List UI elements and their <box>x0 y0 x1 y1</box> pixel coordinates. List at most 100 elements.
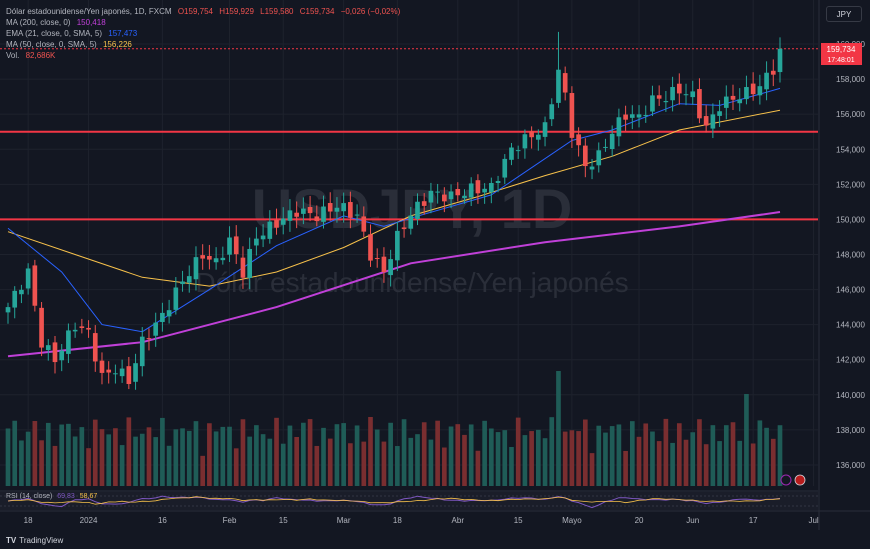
candle-body <box>39 307 44 348</box>
volume-bar <box>683 439 689 486</box>
volume-bar <box>86 448 91 486</box>
indicator-label: EMA (21, close, 0, SMA, 5) <box>6 29 103 38</box>
volume-bar <box>730 422 736 486</box>
us-flag-icon[interactable] <box>794 474 806 486</box>
volume-bar <box>12 420 18 486</box>
volume-bar <box>113 428 118 486</box>
rsi-legend[interactable]: RSI (14, close) 69,83 58,67 <box>6 493 97 500</box>
volume-bar <box>294 436 299 486</box>
y-tick-label: 146,000 <box>836 286 865 295</box>
volume-bar <box>603 432 608 486</box>
currency-button[interactable]: JPY <box>826 6 862 22</box>
candle-body <box>515 150 521 152</box>
volume-bar <box>207 423 212 486</box>
watermark-name: Dólar estadounidense/Yen japonés <box>195 267 628 298</box>
volume-bar <box>757 420 763 486</box>
indicator-ma200[interactable]: MA (200, close, 0) 150,418 <box>6 17 400 28</box>
circle-icon[interactable] <box>780 474 792 486</box>
volume-bar <box>92 419 98 486</box>
candle-body <box>582 145 588 167</box>
x-tick-label: 15 <box>514 516 523 525</box>
volume-bar <box>656 441 662 486</box>
volume-bar <box>133 436 138 486</box>
volume-bar <box>623 450 628 486</box>
candle-body <box>616 117 622 137</box>
volume-bar <box>542 438 548 486</box>
candlesticks[interactable] <box>5 31 783 390</box>
candle-body <box>72 329 78 332</box>
volume-bar <box>361 441 367 486</box>
candle-body <box>146 338 152 340</box>
candle-body <box>274 220 279 228</box>
candle-body <box>482 188 487 193</box>
indicator-ma50[interactable]: MA (50, close, 0, SMA, 5) 156,226 <box>6 39 400 50</box>
volume-bar <box>19 440 24 486</box>
candle-body <box>368 234 373 261</box>
candle-body <box>126 366 132 385</box>
x-tick-label: 18 <box>393 516 402 525</box>
volume-bar <box>52 445 58 486</box>
candle-body <box>744 87 749 100</box>
brand[interactable]: TV TradingView <box>6 536 63 545</box>
candle-body <box>475 180 481 194</box>
x-tick-label: Jun <box>686 516 699 525</box>
candle-body <box>227 237 232 255</box>
candle-body <box>133 363 138 382</box>
volume-bar <box>307 419 313 486</box>
candle-body <box>19 289 24 295</box>
indicator-ema21[interactable]: EMA (21, close, 0, SMA, 5) 157,473 <box>6 28 400 39</box>
volume-bar <box>153 437 159 486</box>
candle-body <box>462 195 467 199</box>
candle-body <box>12 290 18 308</box>
candle-body <box>314 216 320 222</box>
volume-bar <box>509 446 514 486</box>
volume-bars <box>5 371 783 486</box>
time-axis[interactable]: 18 2024 16 Feb 15 Mar 18 Abr 15 Mayo 20 Jun 17 Jul <box>0 510 870 525</box>
ema21-line <box>7 87 781 333</box>
y-tick-label: 148,000 <box>836 250 865 259</box>
volume-bar <box>72 436 78 486</box>
candle-body <box>489 183 494 193</box>
volume-bar <box>522 435 528 486</box>
rsi-value: 69,83 <box>57 493 75 500</box>
candle-body <box>25 268 31 289</box>
volume-bar <box>119 445 125 486</box>
symbol-name: Dólar estadounidense/Yen japonés, 1D, FX… <box>6 7 172 16</box>
rsi-pane <box>0 490 818 510</box>
candle-body <box>32 265 38 306</box>
rsi-label: RSI (14, close) <box>6 493 53 500</box>
volume-bar <box>576 431 581 486</box>
candle-body <box>697 89 702 119</box>
indicator-volume[interactable]: Vol. 82,686K <box>6 50 400 61</box>
ma50-line <box>7 109 781 287</box>
watermark-ticker: USDJPY, 1D <box>252 177 573 240</box>
volume-bar <box>200 455 206 486</box>
volume-bar <box>220 426 226 486</box>
volume-bar <box>777 425 783 486</box>
candle-body <box>233 236 239 255</box>
candle-body <box>354 214 360 216</box>
candle-body <box>495 181 501 183</box>
candle-body <box>549 104 555 120</box>
volume-bar <box>442 447 447 486</box>
volume-bar <box>609 426 615 486</box>
volume-bar <box>569 430 575 486</box>
volume-bar <box>287 425 293 486</box>
volume-bar <box>139 433 145 486</box>
candle-body <box>327 203 333 212</box>
candle-body <box>683 94 689 96</box>
volume-bar <box>495 432 501 486</box>
candle-body <box>321 206 326 222</box>
candle-body <box>153 322 159 336</box>
candle-body <box>737 99 743 104</box>
candle-body <box>381 256 387 272</box>
candle-body <box>623 114 628 120</box>
candle-body <box>220 257 226 261</box>
symbol-row[interactable]: Dólar estadounidense/Yen japonés, 1D, FX… <box>6 6 400 17</box>
y-tick-label: 156,000 <box>836 110 865 119</box>
volume-bar <box>254 425 259 486</box>
rsi-ma-value: 58,67 <box>79 493 98 500</box>
candle-body <box>240 257 246 278</box>
alert-icons[interactable] <box>780 474 806 486</box>
candle-body <box>388 259 393 276</box>
